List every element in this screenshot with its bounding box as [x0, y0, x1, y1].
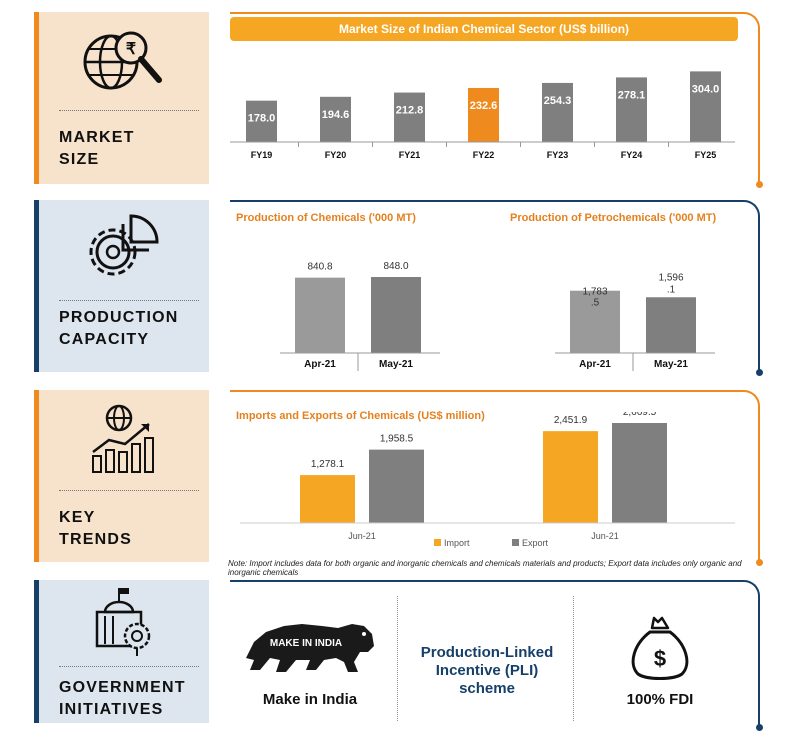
production-value-label: 1,783	[582, 287, 607, 298]
fdi-item: $ 100% FDI	[590, 614, 730, 708]
production-category-label: May-21	[379, 359, 413, 370]
production-bar	[295, 277, 345, 353]
trade-value-label: 2,669.5	[623, 412, 657, 418]
government-building-gear-icon	[39, 586, 209, 658]
globe-growth-chart-icon	[39, 402, 209, 474]
market-size-category-label: FY24	[621, 150, 643, 160]
petrochemicals-production-chart: 1,783.5 Apr-21 1,596.1 May-21	[555, 272, 715, 371]
market-size-bar	[690, 71, 721, 142]
market-size-card: ₹ MARKET SIZE	[34, 12, 209, 184]
production-category-label: Apr-21	[579, 359, 611, 370]
trade-bar-import	[543, 431, 598, 523]
key-trends-label-1: KEY	[59, 509, 96, 526]
legend-export-swatch	[512, 539, 519, 546]
market-size-frame	[230, 12, 763, 188]
production-category-label: Apr-21	[304, 359, 336, 370]
market-size-label-2: SIZE	[59, 151, 100, 168]
make-in-india-lion-icon: MAKE IN INDIA	[246, 624, 374, 672]
market-size-value-label: 278.1	[618, 89, 646, 101]
market-size-value-label: 232.6	[470, 100, 498, 112]
make-in-india-item: MAKE IN INDIA Make in India	[240, 612, 380, 708]
legend-import-swatch	[434, 539, 441, 546]
trade-bar-import	[300, 475, 355, 523]
production-value-label: 1,596	[658, 272, 683, 283]
production-value-label-2: .1	[667, 284, 676, 295]
gear-pie-chart-icon	[39, 212, 209, 284]
chemicals-chart-title: Production of Chemicals ('000 MT)	[236, 212, 416, 224]
market-size-value-label: 194.6	[322, 109, 350, 121]
market-size-bar	[394, 92, 425, 142]
trade-bar-export	[369, 449, 424, 523]
money-bag-icon: $	[631, 616, 689, 680]
legend-export-label: Export	[522, 538, 549, 548]
trade-note: Note: Import includes data for both orga…	[228, 559, 742, 577]
market-size-value-label: 178.0	[248, 113, 276, 125]
market-size-label-1: MARKET	[59, 129, 135, 146]
trade-value-label: 1,958.5	[380, 434, 414, 445]
make-in-india-label: Make in India	[262, 691, 358, 708]
trade-bar-export	[612, 423, 667, 523]
fdi-label: 100% FDI	[626, 691, 694, 708]
market-size-value-label: 304.0	[692, 83, 720, 95]
market-size-category-label: FY22	[473, 150, 495, 160]
market-size-category-label: FY21	[399, 150, 421, 160]
production-label-1: PRODUCTION	[59, 309, 179, 326]
production-value-label-2: .5	[591, 298, 600, 309]
imports-exports-chart: 1,278.1 1,958.5 Jun-21 2,451.9 2,669.5 Jun-21…	[240, 412, 735, 548]
production-capacity-card: PRODUCTION CAPACITY	[34, 200, 209, 372]
production-bar	[570, 290, 620, 353]
globe-magnifier-rupee-icon: ₹	[39, 28, 209, 100]
key-trends-label-2: TRENDS	[59, 531, 132, 548]
key-trends-card: KEY TRENDS	[34, 390, 209, 562]
svg-text:$: $	[654, 646, 666, 671]
market-size-category-label: FY23	[547, 150, 569, 160]
market-size-bar	[246, 100, 277, 142]
trade-category-label: Jun-21	[591, 531, 619, 541]
chemicals-production-chart: 840.8 Apr-21 848.0 May-21	[280, 261, 440, 371]
government-frame	[230, 580, 763, 731]
trade-value-label: 1,278.1	[311, 459, 345, 470]
production-bar	[646, 297, 696, 353]
make-in-india-logo-text: MAKE IN INDIA	[270, 638, 342, 649]
pli-label: Production-Linked Incentive (PLI) scheme	[420, 644, 554, 697]
production-label-2: CAPACITY	[59, 331, 150, 348]
market-size-chart: 178.0 FY19 194.6 FY20 212.8 FY21 232.6 FY22 254.…	[230, 71, 735, 160]
government-label-1: GOVERNMENT	[59, 679, 186, 696]
production-value-label: 848.0	[383, 261, 408, 272]
legend-import-label: Import	[444, 538, 470, 548]
market-size-bar	[616, 77, 647, 142]
market-size-value-label: 254.3	[544, 95, 572, 107]
government-initiatives-card: GOVERNMENT INITIATIVES	[34, 580, 209, 723]
production-bar	[371, 277, 421, 353]
trade-value-label: 2,451.9	[554, 415, 588, 426]
key-trends-frame	[230, 390, 763, 566]
production-value-label: 840.8	[307, 262, 332, 273]
production-frame	[230, 200, 763, 376]
trade-chart-title: Imports and Exports of Chemicals (US$ mi…	[236, 410, 485, 422]
market-size-category-label: FY19	[251, 150, 273, 160]
market-size-chart-title: Market Size of Indian Chemical Sector (U…	[230, 17, 738, 41]
production-category-label: May-21	[654, 359, 688, 370]
petrochemicals-chart-title: Production of Petrochemicals ('000 MT)	[510, 212, 717, 224]
market-size-bar	[468, 87, 499, 142]
pli-item: Production-Linked Incentive (PLI) scheme	[402, 644, 572, 698]
government-label-2: INITIATIVES	[59, 701, 164, 718]
svg-text:₹: ₹	[126, 41, 136, 58]
market-size-category-label: FY20	[325, 150, 347, 160]
market-size-value-label: 212.8	[396, 105, 424, 117]
market-size-bar	[542, 82, 573, 142]
trade-category-label: Jun-21	[348, 531, 376, 541]
market-size-category-label: FY25	[695, 150, 717, 160]
market-size-bar	[320, 96, 351, 142]
